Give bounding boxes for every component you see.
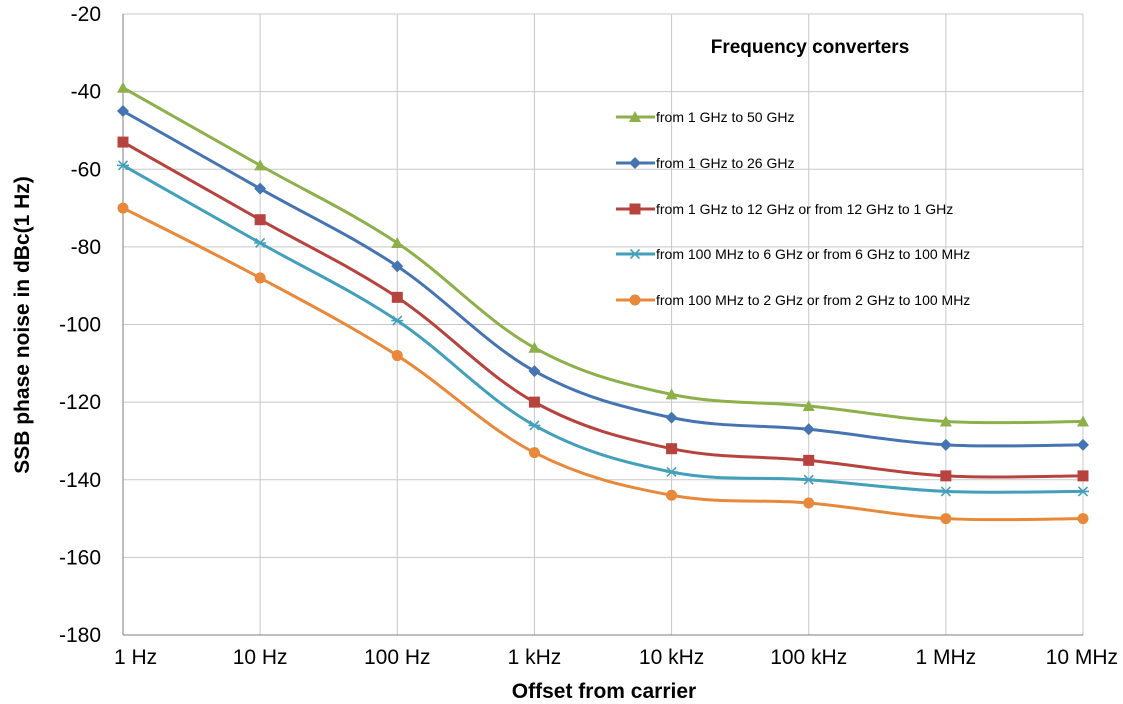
series-group	[117, 81, 1089, 525]
data-point	[1077, 513, 1089, 525]
data-point	[117, 81, 129, 93]
data-point	[803, 497, 815, 509]
data-point	[117, 136, 129, 148]
y-tick-label: -120	[59, 391, 101, 414]
data-point	[391, 291, 403, 303]
data-point	[1077, 415, 1089, 427]
legend-item: from 1 GHz to 26 GHz	[616, 155, 794, 171]
y-axis-label: SSB phase noise in dBc(1 Hz)	[11, 176, 34, 474]
data-point	[665, 411, 678, 424]
legend-marker	[629, 111, 641, 122]
data-point	[391, 350, 403, 362]
data-point	[1077, 486, 1089, 497]
data-point	[666, 443, 678, 455]
series-5	[117, 202, 1089, 525]
legend-marker	[629, 248, 641, 260]
series-2	[117, 105, 1089, 451]
series-4	[117, 160, 1089, 497]
data-point	[254, 214, 266, 226]
legend-marker	[629, 157, 641, 169]
series-line	[122, 164, 1084, 494]
data-point	[939, 486, 952, 497]
data-point	[117, 160, 129, 171]
y-tick-label: -100	[59, 314, 101, 337]
series-line	[122, 206, 1084, 522]
data-point	[802, 474, 815, 485]
series-line	[122, 86, 1084, 425]
legend-label: from 1 GHz to 50 GHz	[656, 109, 794, 125]
x-axis-label: Offset from carrier	[512, 680, 696, 703]
data-point	[254, 272, 266, 284]
data-point	[391, 315, 404, 326]
legend-label: from 100 MHz to 6 GHz or from 6 GHz to 1…	[656, 246, 970, 262]
data-point	[803, 454, 815, 466]
legend-marker	[629, 203, 641, 215]
data-point	[939, 438, 952, 451]
x-tick-label: 10 Hz	[233, 646, 288, 669]
data-point	[802, 400, 815, 412]
y-tick-label: -140	[59, 469, 101, 492]
data-point	[391, 236, 404, 248]
legend-item: from 1 GHz to 50 GHz	[616, 109, 794, 125]
grid	[122, 13, 1084, 636]
y-tick-label: -80	[71, 236, 101, 259]
legend-title: Frequency converters	[711, 37, 910, 58]
y-tick-label: -60	[71, 158, 101, 181]
data-point	[254, 237, 267, 249]
legend-marker	[629, 294, 641, 306]
data-point	[254, 159, 267, 171]
data-point	[117, 202, 129, 214]
legend-item: from 1 GHz to 12 GHz or from 12 GHz to 1…	[616, 201, 953, 217]
legend-label: from 100 MHz to 2 GHz or from 2 GHz to 1…	[656, 292, 970, 308]
y-tick-label: -20	[71, 3, 101, 26]
data-point	[802, 423, 815, 436]
legend-item: from 100 MHz to 2 GHz or from 2 GHz to 1…	[616, 292, 970, 308]
x-tick-label: 10 MHz	[1046, 646, 1118, 669]
data-point	[939, 415, 952, 427]
data-point	[1077, 470, 1089, 482]
data-point	[940, 470, 952, 482]
data-point	[1077, 438, 1089, 451]
data-point	[666, 489, 678, 501]
y-tick-label: -160	[59, 546, 101, 569]
series-line	[122, 109, 1084, 448]
legend-label: from 1 GHz to 12 GHz or from 12 GHz to 1…	[656, 201, 953, 217]
series-3	[117, 136, 1089, 482]
y-tick-label: -180	[59, 624, 101, 647]
data-point	[665, 388, 678, 400]
x-tick-label: 100 Hz	[364, 646, 431, 669]
legend-item: from 100 MHz to 6 GHz or from 6 GHz to 1…	[616, 246, 970, 262]
legend-label: from 1 GHz to 26 GHz	[656, 155, 794, 171]
x-tick-label: 10 kHz	[639, 646, 704, 669]
x-tick-label: 1 MHz	[916, 646, 977, 669]
x-tick-labels: 1 Hz 10 Hz 100 Hz 1 kHz 10 kHz 100 kHz 1 MHz 10…	[114, 646, 1118, 669]
legend: Frequency converters from 1 GHz to 50 GH…	[616, 37, 970, 308]
data-point	[940, 513, 952, 525]
y-tick-labels: -20 -40 -60 -80 -100 -120 -140 -160 -180	[59, 3, 101, 647]
x-tick-label: 100 kHz	[770, 646, 847, 669]
data-point	[528, 420, 541, 431]
data-point	[117, 105, 129, 118]
series-line	[122, 140, 1084, 479]
data-point	[528, 341, 541, 353]
x-tick-label: 1 kHz	[508, 646, 562, 669]
x-tick-label: 1 Hz	[114, 646, 157, 669]
data-point	[528, 365, 541, 378]
data-point	[528, 447, 540, 459]
series-1	[117, 81, 1089, 427]
data-point	[391, 260, 404, 273]
data-point	[665, 466, 678, 478]
y-tick-label: -40	[71, 81, 101, 104]
data-point	[528, 396, 540, 408]
data-point	[254, 182, 267, 195]
